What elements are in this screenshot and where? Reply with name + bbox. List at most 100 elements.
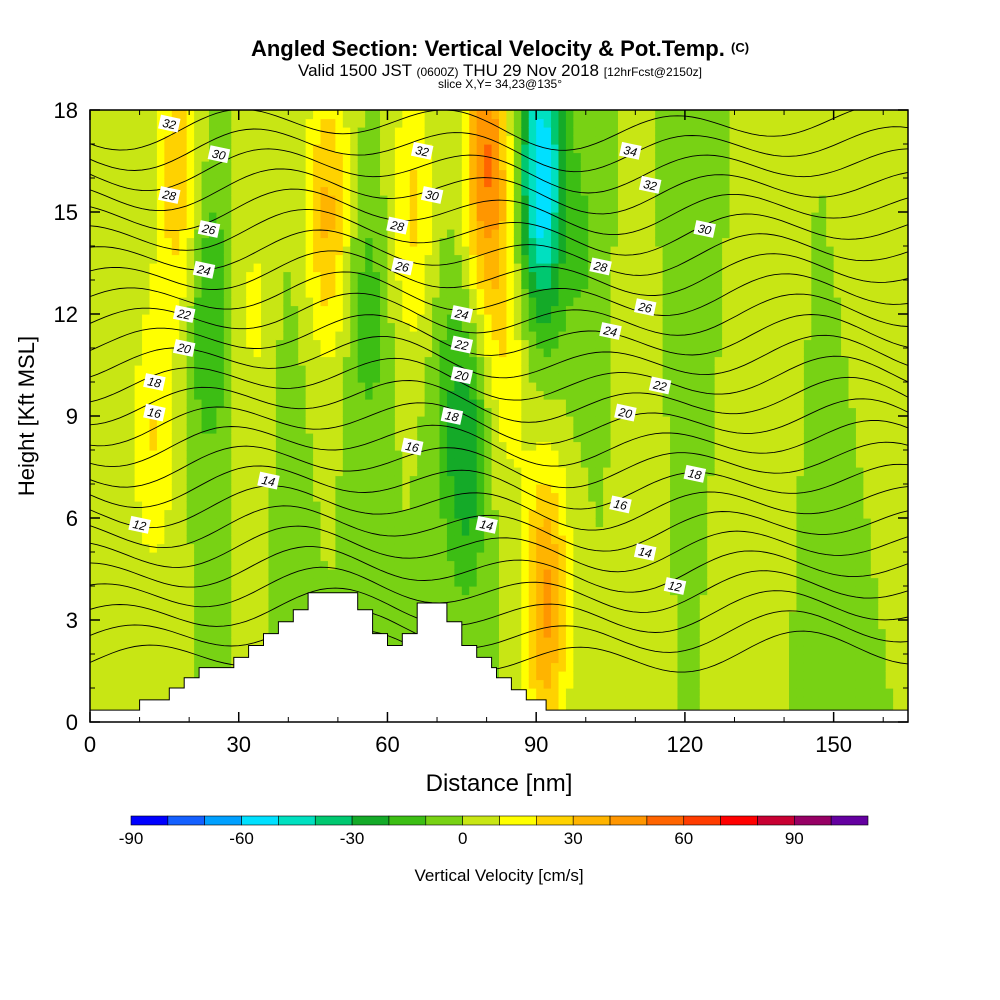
velocity-cell	[201, 237, 210, 247]
velocity-cell	[484, 271, 493, 281]
velocity-cell	[595, 526, 604, 536]
velocity-cell	[551, 220, 560, 230]
velocity-cell	[394, 373, 403, 383]
velocity-cell	[186, 237, 195, 247]
velocity-cell	[208, 161, 218, 171]
velocity-cell	[491, 356, 500, 366]
velocity-cell	[461, 178, 470, 188]
velocity-cell	[417, 246, 426, 256]
velocity-cell	[469, 322, 478, 332]
velocity-cell	[491, 314, 500, 324]
velocity-cell	[402, 348, 411, 358]
velocity-cell	[551, 543, 560, 553]
velocity-cell	[365, 416, 374, 426]
velocity-cell	[424, 458, 433, 468]
velocity-cell	[380, 118, 389, 128]
velocity-cell	[186, 263, 195, 273]
velocity-cell	[283, 203, 292, 213]
velocity-cell	[372, 373, 381, 383]
velocity-cell	[246, 458, 255, 468]
velocity-cell	[380, 424, 389, 434]
velocity-cell	[298, 254, 307, 264]
velocity-cell	[335, 314, 344, 324]
velocity-cell	[335, 356, 344, 366]
velocity-cell	[231, 509, 240, 519]
velocity-cell	[305, 246, 314, 256]
velocity-cell	[476, 441, 485, 451]
velocity-cell	[499, 356, 508, 366]
velocity-cell	[580, 535, 589, 545]
velocity-cell	[536, 637, 545, 647]
velocity-cell	[417, 322, 426, 332]
velocity-cell	[275, 127, 284, 137]
velocity-cell	[536, 390, 545, 400]
velocity-cell	[201, 535, 210, 545]
velocity-cell	[268, 246, 277, 256]
velocity-cell	[484, 229, 493, 239]
velocity-cell	[246, 297, 255, 307]
velocity-cell	[112, 305, 121, 315]
velocity-cell	[149, 110, 158, 120]
velocity-cell	[290, 322, 299, 332]
velocity-cell	[387, 458, 396, 468]
velocity-cell	[402, 246, 411, 256]
velocity-cell	[551, 586, 560, 596]
velocity-cell	[208, 662, 218, 672]
velocity-cell	[372, 416, 381, 426]
velocity-cell	[476, 271, 485, 281]
velocity-cell	[216, 628, 225, 638]
velocity-cell	[595, 152, 604, 162]
velocity-cell	[201, 662, 210, 672]
velocity-cell	[513, 501, 522, 511]
velocity-cell	[156, 484, 165, 494]
velocity-cell	[268, 416, 277, 426]
velocity-cell	[342, 560, 351, 570]
velocity-cell	[484, 594, 493, 604]
velocity-cell	[551, 620, 560, 630]
velocity-cell	[387, 382, 396, 392]
velocity-cell	[417, 535, 426, 545]
velocity-cell	[432, 560, 441, 570]
velocity-cell	[342, 237, 351, 247]
velocity-cell	[238, 322, 247, 332]
velocity-cell	[253, 280, 262, 290]
velocity-cell	[380, 195, 389, 205]
velocity-cell	[119, 526, 128, 536]
velocity-cell	[104, 246, 113, 256]
velocity-cell	[149, 492, 158, 502]
velocity-cell	[313, 577, 322, 587]
velocity-cell	[104, 390, 113, 400]
velocity-cell	[253, 356, 262, 366]
velocity-cell	[127, 543, 136, 553]
velocity-cell	[565, 161, 574, 171]
velocity-cell	[484, 237, 493, 247]
velocity-cell	[394, 212, 403, 222]
velocity-cell	[432, 118, 441, 128]
velocity-cell	[327, 118, 336, 128]
velocity-cell	[424, 569, 433, 579]
velocity-cell	[543, 237, 552, 247]
velocity-cell	[194, 382, 203, 392]
velocity-cell	[439, 348, 448, 358]
velocity-cell	[246, 373, 255, 383]
velocity-cell	[402, 577, 411, 587]
velocity-cell	[499, 645, 508, 655]
velocity-cell	[565, 356, 574, 366]
velocity-cell	[112, 220, 121, 230]
velocity-cell	[528, 220, 537, 230]
velocity-cell	[134, 484, 143, 494]
velocity-cell	[432, 484, 441, 494]
velocity-cell	[90, 407, 99, 417]
velocity-cell	[380, 203, 389, 213]
velocity-cell	[142, 339, 151, 349]
velocity-cell	[216, 127, 225, 137]
velocity-cell	[536, 246, 545, 256]
velocity-cell	[238, 543, 247, 553]
velocity-cell	[558, 679, 567, 689]
velocity-cell	[201, 339, 210, 349]
velocity-cell	[513, 135, 522, 145]
velocity-cell	[335, 178, 344, 188]
velocity-cell	[223, 611, 232, 621]
velocity-cell	[156, 280, 165, 290]
velocity-cell	[231, 348, 240, 358]
